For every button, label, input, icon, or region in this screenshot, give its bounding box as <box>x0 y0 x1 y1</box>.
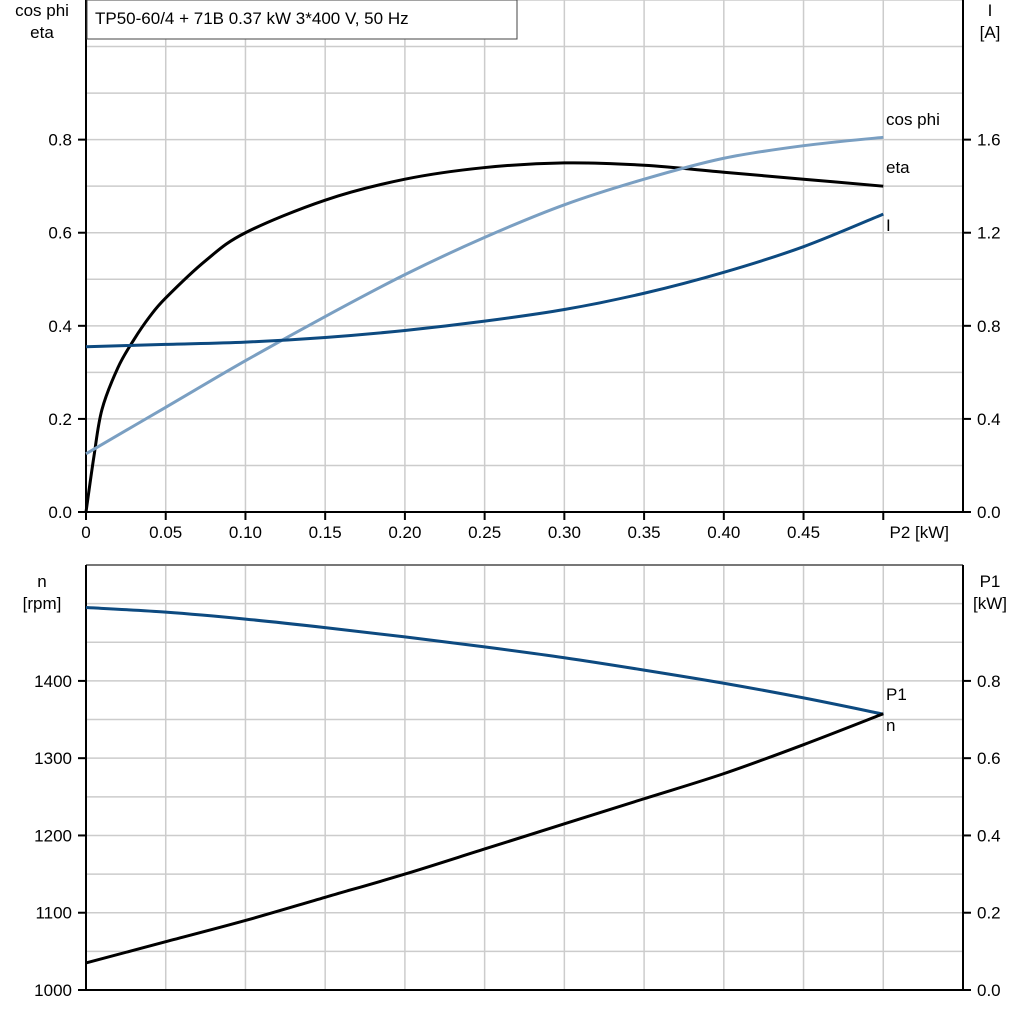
y-tick-label-right: 0.0 <box>977 981 1001 1000</box>
title-box <box>86 0 518 40</box>
x-tick-label: 0.45 <box>787 523 820 542</box>
x-tick-label: 0.20 <box>388 523 421 542</box>
series-line-n <box>85 606 884 716</box>
y-axis-label-left: cos phi <box>15 1 69 20</box>
y-axis-label-left: eta <box>30 23 54 42</box>
y-axis-label-right: P1 <box>980 572 1001 591</box>
y-tick-label-left: 1300 <box>34 749 72 768</box>
series-line-P1 <box>85 712 884 965</box>
y-tick-label-right: 0.2 <box>977 904 1001 923</box>
chart-title: TP50-60/4 + 71B 0.37 kW 3*400 V, 50 Hz <box>95 9 409 28</box>
x-tick-label: 0.40 <box>707 523 740 542</box>
y-tick-label-right: 0.8 <box>977 672 1001 691</box>
x-tick-label: 0 <box>81 523 90 542</box>
series-label-P1: P1 <box>886 685 907 704</box>
y-tick-label-right: 0.0 <box>977 503 1001 522</box>
speed-power-chart <box>78 564 971 991</box>
y-axis-label-left: [rpm] <box>23 594 62 613</box>
y-axis-label-right: [kW] <box>973 594 1007 613</box>
y-tick-label-right: 0.8 <box>977 317 1001 336</box>
y-tick-label-right: 0.4 <box>977 826 1001 845</box>
x-axis-label: P2 [kW] <box>890 523 950 542</box>
y-tick-label-left: 1200 <box>34 826 72 845</box>
y-tick-label-left: 0.2 <box>48 410 72 429</box>
series-label-eta: eta <box>886 158 910 177</box>
efficiency-chart <box>78 0 971 520</box>
y-tick-label-left: 1400 <box>34 672 72 691</box>
x-tick-label: 0.05 <box>149 523 182 542</box>
x-tick-label: 0.10 <box>229 523 262 542</box>
y-tick-label-left: 1100 <box>35 904 72 923</box>
series-label-n: n <box>886 716 895 735</box>
x-tick-label: 0.30 <box>548 523 581 542</box>
y-tick-label-right: 0.6 <box>977 749 1001 768</box>
series-label-cos-phi: cos phi <box>886 110 940 129</box>
y-tick-label-left: 0.6 <box>48 224 72 243</box>
series-label-I: I <box>886 216 891 235</box>
y-axis-label-right: [A] <box>980 23 1001 42</box>
y-axis-label-right: I <box>988 1 993 20</box>
y-tick-label-left: 0.4 <box>48 317 72 336</box>
x-tick-label: 0.15 <box>309 523 342 542</box>
series-line-cos-phi <box>85 135 884 456</box>
series-line-I <box>85 212 884 349</box>
y-tick-label-right: 1.6 <box>977 131 1001 150</box>
x-tick-label: 0.35 <box>628 523 661 542</box>
y-axis-label-left: n <box>37 572 46 591</box>
y-tick-label-right: 0.4 <box>977 410 1001 429</box>
y-tick-label-left: 1000 <box>34 981 72 1000</box>
series-line-eta <box>84 161 884 513</box>
y-tick-label-left: 0.8 <box>48 131 72 150</box>
x-tick-label: 0.25 <box>468 523 501 542</box>
y-tick-label-right: 1.2 <box>977 224 1001 243</box>
y-tick-label-left: 0.0 <box>48 503 72 522</box>
